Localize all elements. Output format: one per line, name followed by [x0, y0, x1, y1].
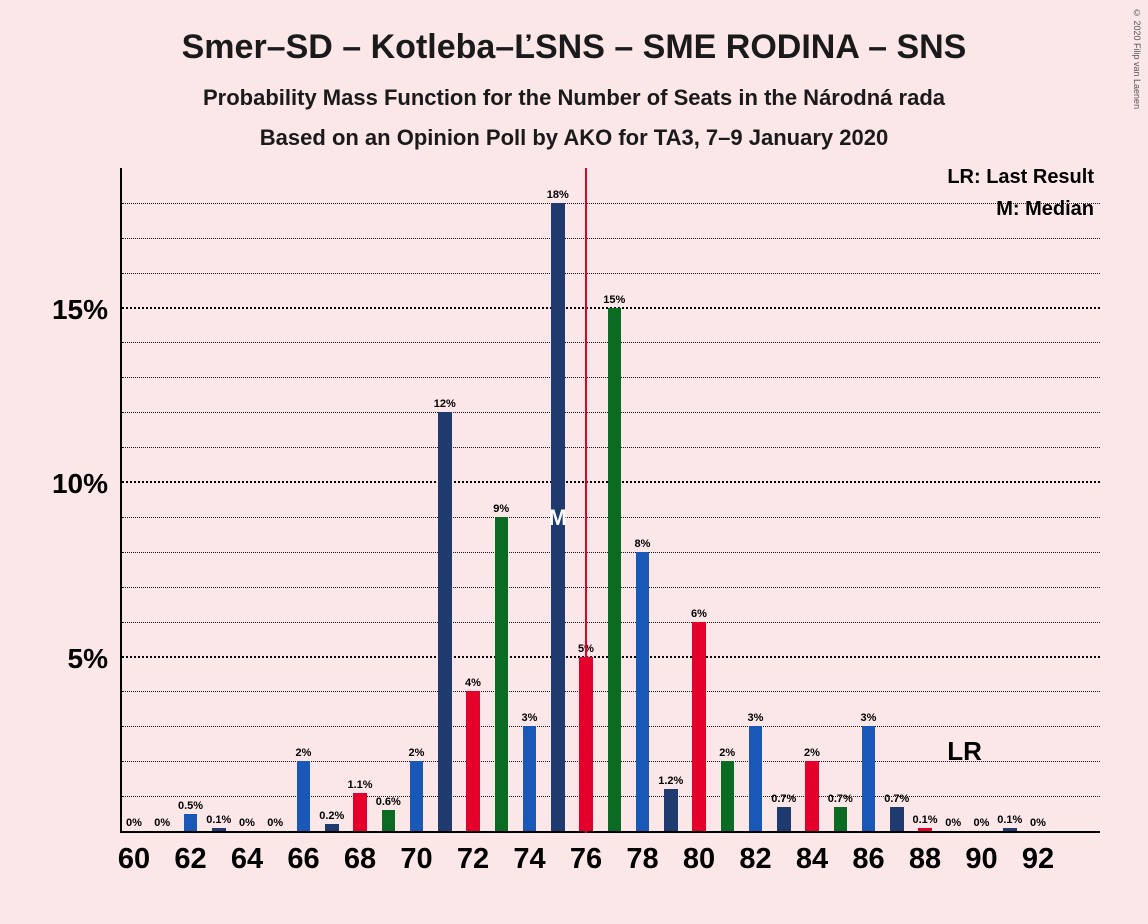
bar: 2% — [721, 761, 735, 831]
bar: 15% — [608, 308, 622, 831]
gridline — [122, 203, 1100, 204]
bar-value-label: 0.6% — [376, 796, 401, 808]
bar-value-label: 0.7% — [771, 793, 796, 805]
bar-value-label: 0.5% — [178, 800, 203, 812]
bar-value-label: 15% — [603, 294, 625, 306]
bar: 0.5% — [184, 814, 198, 831]
x-tick-label: 76 — [570, 843, 602, 876]
bar-value-label: 0.7% — [828, 793, 853, 805]
bar-value-label: 0% — [974, 817, 990, 829]
bar: 0.1% — [212, 828, 226, 831]
bar: 4% — [466, 691, 480, 831]
bar-value-label: 9% — [493, 503, 509, 515]
x-tick-label: 78 — [626, 843, 658, 876]
x-tick-label: 86 — [852, 843, 884, 876]
median-line — [585, 168, 587, 833]
x-tick-label: 62 — [174, 843, 206, 876]
bar: 0.7% — [834, 807, 848, 831]
bar: 2% — [410, 761, 424, 831]
bar: 0.1% — [918, 828, 932, 831]
x-tick-label: 80 — [683, 843, 715, 876]
bar-value-label: 18% — [547, 189, 569, 201]
bar: 12% — [438, 412, 452, 831]
bar-value-label: 0.1% — [206, 814, 231, 826]
legend-last-result: LR: Last Result — [947, 166, 1094, 189]
bar: 6% — [692, 622, 706, 831]
bar: 8% — [636, 552, 650, 831]
bar: 3% — [523, 726, 537, 831]
bar: 0.2% — [325, 824, 339, 831]
plot-area: LR: Last Result M: Median 5%10%15%606264… — [120, 168, 1100, 833]
copyright-text: © 2020 Filip van Laenen — [1132, 8, 1142, 109]
bar: 0.7% — [890, 807, 904, 831]
x-tick-label: 74 — [513, 843, 545, 876]
x-tick-label: 64 — [231, 843, 263, 876]
x-tick-label: 82 — [739, 843, 771, 876]
y-tick-label: 5% — [68, 643, 108, 675]
bar: 2% — [297, 761, 311, 831]
bar: 3% — [749, 726, 763, 831]
bar: 0.1% — [1003, 828, 1017, 831]
bar: 0.6% — [382, 810, 396, 831]
x-tick-label: 84 — [796, 843, 828, 876]
bar-value-label: 3% — [522, 712, 538, 724]
x-tick-label: 90 — [965, 843, 997, 876]
bar-value-label: 0.2% — [319, 810, 344, 822]
chart-subtitle-2: Based on an Opinion Poll by AKO for TA3,… — [40, 125, 1108, 151]
median-marker: M — [546, 505, 570, 531]
bar-value-label: 0.1% — [912, 814, 937, 826]
chart-subtitle-1: Probability Mass Function for the Number… — [40, 85, 1108, 111]
bar-value-label: 0% — [267, 817, 283, 829]
bar-value-label: 0% — [154, 817, 170, 829]
bar-value-label: 1.2% — [658, 775, 683, 787]
x-tick-label: 72 — [457, 843, 489, 876]
last-result-marker: LR — [947, 736, 982, 767]
bar: 0.7% — [777, 807, 791, 831]
x-tick-label: 60 — [118, 843, 150, 876]
bar-value-label: 0.7% — [884, 793, 909, 805]
bar-value-label: 0.1% — [997, 814, 1022, 826]
bar-value-label: 0% — [945, 817, 961, 829]
bar-value-label: 4% — [465, 677, 481, 689]
gridline — [122, 273, 1100, 274]
x-tick-label: 66 — [287, 843, 319, 876]
x-axis — [120, 831, 1100, 833]
y-tick-label: 15% — [52, 294, 108, 326]
bar: 1.1% — [353, 793, 367, 831]
bar-value-label: 2% — [804, 747, 820, 759]
bar-value-label: 12% — [434, 398, 456, 410]
bar: 2% — [805, 761, 819, 831]
bar-value-label: 3% — [861, 712, 877, 724]
bar-value-label: 0% — [126, 817, 142, 829]
y-axis — [120, 168, 122, 833]
bar-value-label: 2% — [296, 747, 312, 759]
bar-value-label: 2% — [719, 747, 735, 759]
bar: 1.2% — [664, 789, 678, 831]
gridline — [122, 238, 1100, 239]
chart-container: Smer–SD – Kotleba–ĽSNS – SME RODINA – SN… — [0, 0, 1148, 924]
bar-value-label: 2% — [409, 747, 425, 759]
y-tick-label: 10% — [52, 468, 108, 500]
bar-value-label: 6% — [691, 608, 707, 620]
x-tick-label: 88 — [909, 843, 941, 876]
chart-title: Smer–SD – Kotleba–ĽSNS – SME RODINA – SN… — [40, 28, 1108, 67]
legend-median: M: Median — [996, 198, 1094, 221]
bar: 3% — [862, 726, 876, 831]
x-tick-label: 68 — [344, 843, 376, 876]
bar-value-label: 0% — [1030, 817, 1046, 829]
x-tick-label: 70 — [400, 843, 432, 876]
bar-value-label: 0% — [239, 817, 255, 829]
bar-value-label: 8% — [635, 538, 651, 550]
bar: 9% — [495, 517, 509, 831]
bar-value-label: 1.1% — [347, 779, 372, 791]
x-tick-label: 92 — [1022, 843, 1054, 876]
bar-value-label: 3% — [748, 712, 764, 724]
